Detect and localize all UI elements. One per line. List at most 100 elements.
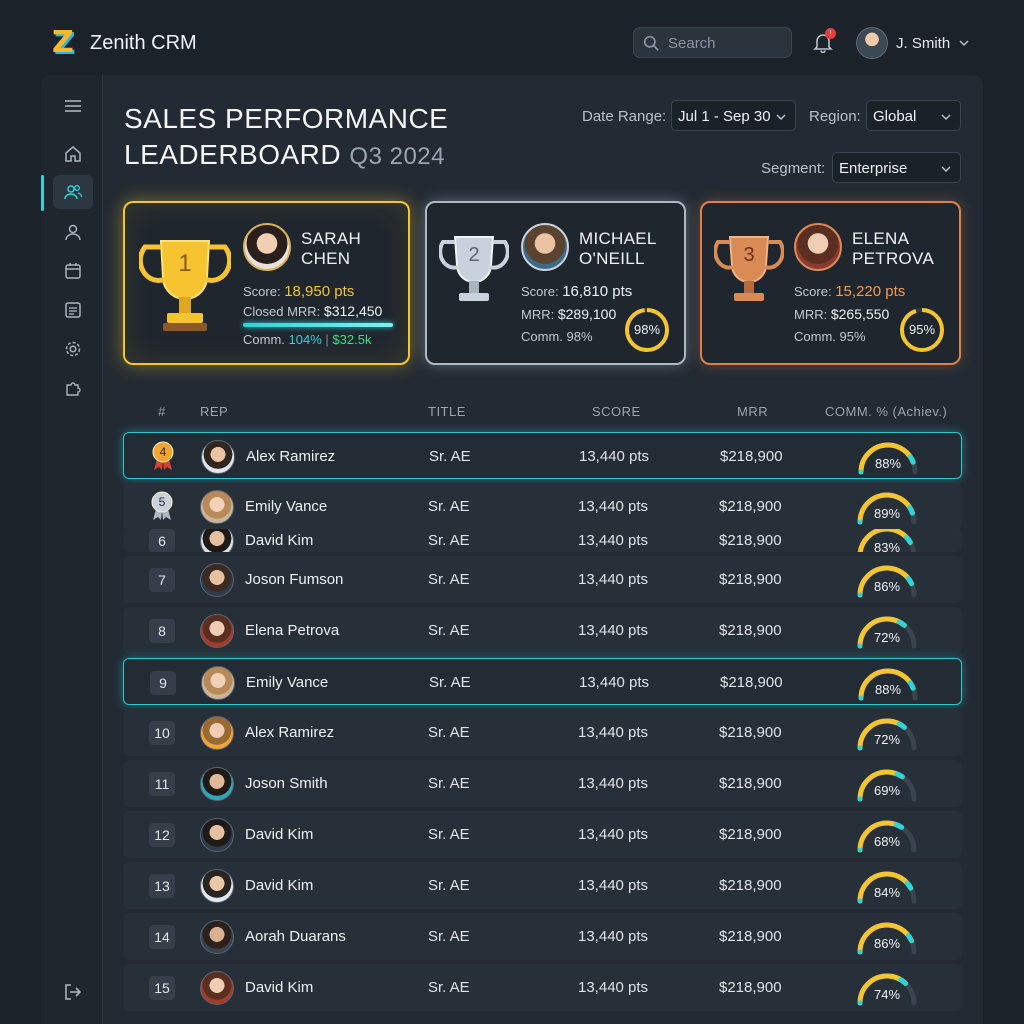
rep-name[interactable]: David Kim — [245, 877, 314, 894]
commission-percent: 68% — [873, 834, 901, 849]
rep-score: 13,440 pts — [578, 571, 649, 588]
avatar — [200, 716, 234, 750]
commission-percent: 86% — [873, 936, 901, 951]
user-name[interactable]: J. Smith — [896, 35, 951, 52]
table-row[interactable]: 4 Alex Ramirez Sr. AE 13,440 pts $218,90… — [123, 432, 962, 479]
report-icon — [65, 302, 81, 318]
gauge-chart — [857, 973, 917, 1006]
rep-score: 13,440 pts — [578, 877, 649, 894]
commission-ring: 98% — [623, 306, 671, 354]
rep-mrr: $218,900 — [720, 674, 783, 691]
podium-mrr: Closed MRR: $312,450 — [243, 303, 383, 319]
podium-card-first[interactable]: 1 SARAH CHEN Score: 18,950 pts Closed MR… — [123, 201, 410, 365]
avatar — [243, 223, 291, 271]
gauge-arc — [857, 529, 917, 552]
region-value: Global — [873, 108, 917, 125]
rep-name[interactable]: Joson Smith — [245, 775, 328, 792]
table-row[interactable]: 12 David Kim Sr. AE 13,440 pts $218,900 … — [123, 811, 962, 858]
commission-percent: 88% — [874, 456, 902, 471]
commission-percent: 74% — [873, 987, 901, 1002]
table-row[interactable]: 13 David Kim Sr. AE 13,440 pts $218,900 … — [123, 862, 962, 909]
col-header-score[interactable]: SCORE — [592, 404, 641, 419]
rank-number: 9 — [150, 671, 176, 695]
rep-title: Sr. AE — [428, 928, 470, 945]
commission-gauge: 89% — [854, 488, 920, 526]
chevron-down-icon[interactable] — [958, 37, 970, 49]
podium-card-second[interactable]: 2 MICHAEL O'NEILL Score: 16,810 pts MRR:… — [425, 201, 686, 365]
gauge-chart — [857, 871, 917, 904]
sidebar-item-team[interactable] — [53, 175, 93, 209]
rep-name[interactable]: David Kim — [245, 826, 314, 843]
rep-score: 13,440 pts — [578, 979, 649, 996]
col-header-rank: # — [158, 404, 166, 419]
commission-gauge: 72% — [854, 714, 920, 752]
commission-gauge: 84% — [854, 867, 920, 905]
sidebar-item-profile[interactable] — [53, 215, 93, 249]
commission-percent: 89% — [873, 506, 901, 521]
rep-score: 13,440 pts — [578, 724, 649, 741]
user-avatar[interactable] — [856, 27, 888, 59]
rep-name[interactable]: Emily Vance — [245, 498, 328, 515]
sidebar-item-menu[interactable] — [53, 89, 93, 123]
gauge-chart — [857, 922, 917, 955]
rep-mrr: $218,900 — [719, 775, 782, 792]
rank-number: 11 — [149, 772, 175, 796]
col-header-title[interactable]: TITLE — [428, 404, 466, 419]
rep-name[interactable]: Joson Fumson — [245, 571, 344, 588]
rep-title: Sr. AE — [428, 979, 470, 996]
gauge-chart — [857, 718, 917, 751]
sidebar-item-calendar[interactable] — [53, 254, 93, 288]
ring-chart — [625, 308, 669, 352]
rep-name[interactable]: Aorah Duarans — [245, 928, 346, 945]
logout-icon[interactable] — [63, 982, 83, 1002]
sidebar-item-integrations[interactable] — [53, 371, 93, 405]
table-row[interactable]: 11 Joson Smith Sr. AE 13,440 pts $218,90… — [123, 760, 962, 807]
table-row[interactable]: 7 Joson Fumson Sr. AE 13,440 pts $218,90… — [123, 556, 962, 603]
table-row[interactable]: 6 David Kim Sr. AE 13,440 pts $218,900 8… — [123, 529, 962, 552]
avatar — [521, 223, 569, 271]
ring-chart — [900, 308, 944, 352]
podium-card-third[interactable]: 3 ELENA PETROVA Score: 15,220 pts MRR: $… — [700, 201, 961, 365]
col-header-commission[interactable]: COMM. % (Achiev.) — [825, 404, 948, 419]
users-icon — [64, 185, 82, 200]
gauge-tip — [857, 565, 917, 598]
table-row[interactable]: 15 David Kim Sr. AE 13,440 pts $218,900 … — [123, 964, 962, 1011]
col-header-mrr[interactable]: MRR — [737, 404, 769, 419]
chevron-down-icon — [941, 114, 951, 121]
rep-mrr: $218,900 — [719, 571, 782, 588]
bronze-trophy-icon: 3 — [714, 236, 784, 301]
podium-score: Score: 18,950 pts — [243, 283, 355, 300]
rep-mrr: $218,900 — [719, 928, 782, 945]
podium-name: ELENA PETROVA — [852, 229, 935, 268]
commission-gauge: 86% — [854, 918, 920, 956]
rep-name[interactable]: Alex Ramirez — [245, 724, 335, 741]
sidebar-item-settings[interactable] — [53, 332, 93, 366]
search-input[interactable]: Search — [633, 27, 792, 58]
commission-ring: 95% — [898, 306, 946, 354]
table-row[interactable]: 5 Emily Vance Sr. AE 13,440 pts $218,900… — [123, 483, 962, 530]
rep-name[interactable]: Emily Vance — [246, 674, 329, 691]
rank-number: 12 — [149, 823, 175, 847]
table-row[interactable]: 10 Alex Ramirez Sr. AE 13,440 pts $218,9… — [123, 709, 962, 756]
rep-title: Sr. AE — [428, 571, 470, 588]
sidebar-item-reports[interactable] — [53, 293, 93, 327]
table-row[interactable]: 8 Elena Petrova Sr. AE 13,440 pts $218,9… — [123, 607, 962, 654]
rep-name[interactable]: Elena Petrova — [245, 622, 340, 639]
region-select[interactable]: Global — [866, 100, 961, 131]
rep-mrr: $218,900 — [719, 979, 782, 996]
podium-commission: Comm. 98% — [521, 329, 593, 344]
segment-select[interactable]: Enterprise — [832, 152, 961, 183]
active-indicator — [41, 175, 44, 211]
table-row[interactable]: 14 Aorah Duarans Sr. AE 13,440 pts $218,… — [123, 913, 962, 960]
date-range-select[interactable]: Jul 1 - Sep 30 — [671, 100, 796, 131]
rep-name[interactable]: Alex Ramirez — [246, 448, 336, 465]
chevron-down-icon — [776, 114, 786, 121]
avatar — [200, 529, 234, 552]
table-row[interactable]: 9 Emily Vance Sr. AE 13,440 pts $218,900… — [123, 658, 962, 705]
rep-name[interactable]: David Kim — [245, 979, 314, 996]
sidebar-item-home[interactable] — [53, 137, 93, 171]
rep-name[interactable]: David Kim — [245, 532, 314, 549]
rank-number: 5 — [159, 495, 166, 509]
gauge-chart — [857, 529, 917, 552]
col-header-rep[interactable]: REP — [200, 404, 229, 419]
